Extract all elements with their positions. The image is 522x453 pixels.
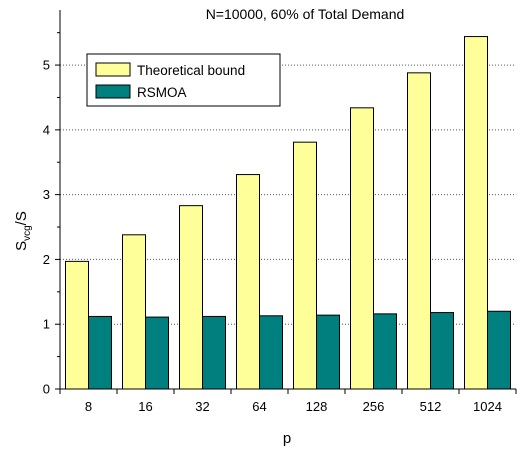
bar-theoretical-bound (179, 205, 203, 390)
bar-theoretical-bound (236, 174, 260, 390)
y-axis-label-rest: /S (13, 211, 30, 225)
bar-rsmoa (145, 316, 169, 390)
bar-theoretical-bound (464, 36, 488, 390)
x-tick-label: 64 (252, 399, 266, 414)
bar-rsmoa (202, 315, 226, 390)
bar-rsmoa (316, 314, 340, 390)
y-tick-label: 3 (43, 187, 50, 202)
x-axis-label: p (283, 430, 291, 447)
bar-rsmoa (373, 313, 397, 390)
x-tick-label: 16 (138, 399, 152, 414)
y-tick-label: 0 (43, 382, 50, 397)
bar-rsmoa (259, 315, 283, 390)
bar-rsmoa (430, 312, 454, 390)
legend: Theoretical bound RSMOA (86, 53, 281, 107)
bar-rsmoa (487, 310, 511, 390)
x-tick-label: 256 (363, 399, 385, 414)
y-tick-label: 5 (43, 58, 50, 73)
bar-theoretical-bound (293, 141, 317, 390)
legend-swatch-rsmoa (95, 84, 131, 99)
bar-theoretical-bound (350, 107, 374, 390)
x-tick-label: 512 (420, 399, 442, 414)
bar-theoretical-bound (65, 260, 89, 390)
legend-swatch-theoretical-bound (95, 62, 131, 77)
y-tick-label: 4 (43, 122, 50, 137)
bar-rsmoa (88, 315, 112, 390)
axes (55, 10, 517, 394)
y-tick-label: 1 (43, 317, 50, 332)
tick-labels: 0 1 2 3 4 5 8 16 32 64 128 256 512 1024 (43, 58, 502, 414)
x-tick-label: 1024 (473, 399, 502, 414)
y-axis-label-sub: vcg (22, 225, 33, 241)
y-axis-label-main: S (13, 241, 30, 251)
x-tick-label: 128 (306, 399, 328, 414)
legend-label-rsmoa: RSMOA (137, 85, 187, 100)
x-tick-label: 32 (195, 399, 209, 414)
y-tick-label: 2 (43, 252, 50, 267)
y-axis-label: Svcg/S (13, 211, 33, 251)
bars (65, 36, 511, 390)
chart-title: N=10000, 60% of Total Demand (206, 6, 405, 22)
x-tick-label: 8 (85, 399, 92, 414)
bar-theoretical-bound (407, 72, 431, 390)
bar-theoretical-bound (122, 234, 146, 390)
legend-label-theoretical-bound: Theoretical bound (137, 63, 245, 78)
